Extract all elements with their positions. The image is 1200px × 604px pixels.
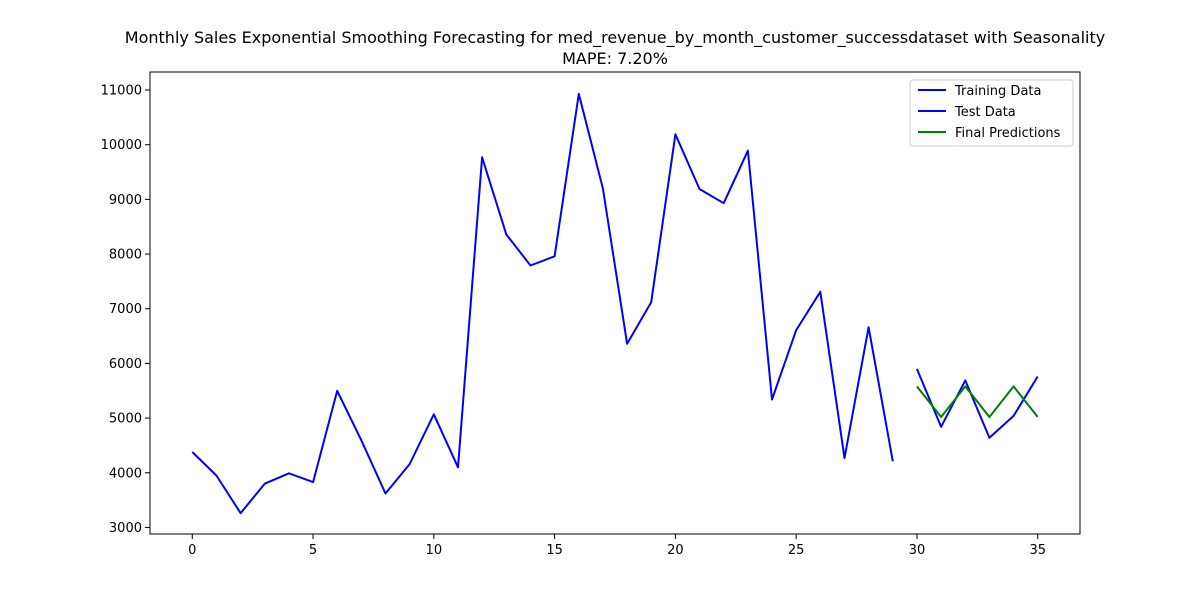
series-line-test-data: [915, 368, 1039, 439]
series-layer: [191, 92, 1039, 515]
legend-box: [909, 79, 1074, 147]
y-tick-label: 3000: [109, 521, 142, 536]
legend-label-test: Test Data: [954, 105, 1016, 120]
y-tick-label: 10000: [101, 138, 142, 153]
y-tick-label: 8000: [109, 248, 142, 263]
x-tick-label: 5: [309, 543, 317, 558]
chart-subtitle: MAPE: 7.20%: [562, 49, 668, 68]
x-tick-label: 25: [788, 543, 805, 558]
x-tick-label: 15: [546, 543, 563, 558]
y-tick-label: 4000: [109, 466, 142, 481]
x-tick-label: 35: [1029, 543, 1046, 558]
series-line-final-predictions: [916, 385, 1039, 418]
y-tick-label: 11000: [101, 84, 142, 99]
y-tick-label: 7000: [109, 302, 142, 317]
y-tick-label: 9000: [109, 193, 142, 208]
chart-title: Monthly Sales Exponential Smoothing Fore…: [125, 28, 1105, 48]
x-tick-label: 30: [909, 543, 926, 558]
x-tick-label: 10: [426, 543, 443, 558]
x-tick-label: 0: [188, 543, 196, 558]
y-tick-label: 5000: [109, 412, 142, 427]
x-tick-label: 20: [667, 543, 684, 558]
series-line-training-data: [191, 92, 894, 515]
y-tick-label: 6000: [109, 357, 142, 372]
legend: Training Data Test Data Final Prediction…: [909, 79, 1074, 147]
legend-label-training: Training Data: [954, 84, 1041, 99]
legend-label-predictions: Final Predictions: [955, 126, 1061, 141]
y-axis: 3000 4000 5000 6000 7000 8000 9000 10000 11000: [101, 84, 150, 536]
plot-frame: [149, 71, 1081, 535]
x-axis: 0 5 10 15 20 25 30 35: [188, 534, 1046, 558]
